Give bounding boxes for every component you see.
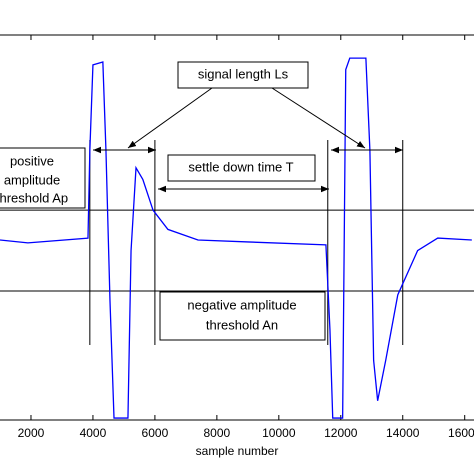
signal-line (0, 57, 472, 419)
annotation: signal length Ls (198, 66, 289, 81)
annotation: threshold An (206, 317, 278, 332)
x-tick-label: 4000 (80, 426, 107, 440)
x-tick-label: 8000 (204, 426, 231, 440)
x-tick-label: 6000 (142, 426, 169, 440)
annotation: positive (10, 153, 54, 168)
annotation-box (159, 291, 326, 341)
annotation-box (167, 154, 316, 182)
annotation: negative amplitude (187, 297, 296, 312)
arrow (127, 87, 213, 149)
x-tick-label: 2000 (18, 426, 45, 440)
annotation-box (0, 147, 86, 209)
annotation: settle down time T (188, 159, 293, 174)
annotation-box (177, 61, 309, 89)
x-tick-label: 10000 (262, 426, 296, 440)
annotation: threshold Ap (0, 190, 68, 205)
annotations: signal length Ls settle down time T posi… (0, 61, 403, 341)
x-tick-label: 16000 (448, 426, 474, 440)
x-tick-label: 14000 (386, 426, 420, 440)
x-axis-label: sample number (196, 444, 279, 458)
arrow (271, 87, 366, 149)
annotation: amplitude (4, 172, 60, 187)
x-tick-label: 12000 (324, 426, 358, 440)
